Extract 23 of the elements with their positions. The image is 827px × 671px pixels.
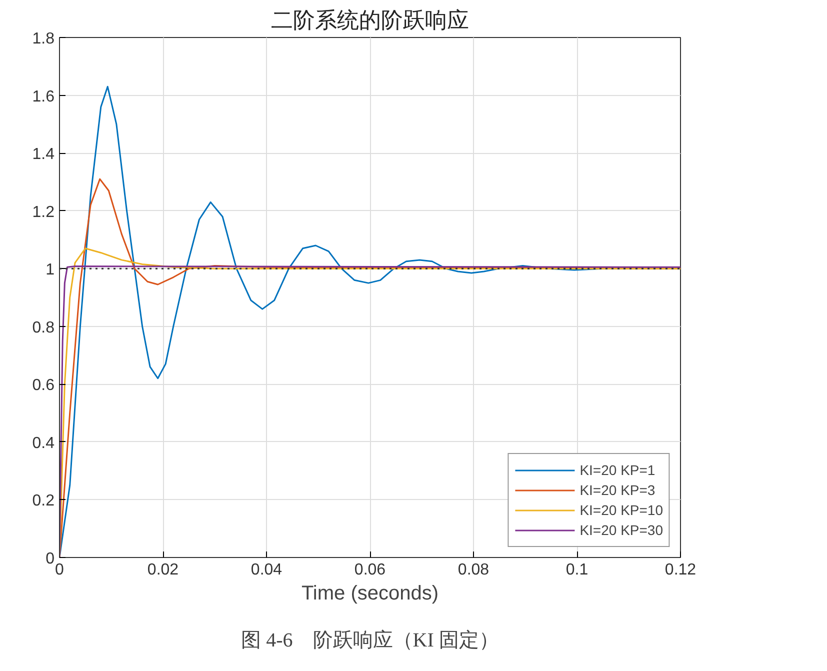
y-tick-label: 0 bbox=[46, 550, 55, 568]
y-tick-label: 1 bbox=[46, 262, 55, 279]
caption: 图 4-6 阶跃响应（KI 固定） bbox=[241, 630, 499, 652]
chart-title: 二阶系统的阶跃响应 bbox=[271, 8, 469, 32]
x-tick-label: 0.08 bbox=[458, 562, 490, 578]
x-tick-label: 0.06 bbox=[354, 562, 386, 578]
x-tick-label: 0.12 bbox=[664, 562, 696, 578]
y-tick-label: 1.4 bbox=[32, 146, 55, 164]
x-tick-label: 0.04 bbox=[250, 562, 282, 578]
x-tick-label: 0.02 bbox=[147, 562, 179, 578]
x-tick-label: 0.1 bbox=[566, 562, 588, 578]
x-axis-title: Time (seconds) bbox=[301, 582, 439, 604]
y-tick-label: 0.6 bbox=[32, 377, 55, 394]
legend-label: KI=20 KP=3 bbox=[580, 482, 656, 498]
y-tick-label: 0.2 bbox=[32, 492, 55, 510]
y-tick-label: 1.6 bbox=[32, 88, 55, 106]
y-tick-label: 1.8 bbox=[32, 30, 55, 48]
y-tick-label: 0.8 bbox=[32, 319, 55, 336]
y-tick-label: 0.4 bbox=[32, 434, 55, 452]
y-tick-label: 1.2 bbox=[32, 204, 55, 221]
legend-label: KI=20 KP=10 bbox=[580, 502, 663, 518]
legend-label: KI=20 KP=1 bbox=[580, 462, 656, 478]
legend-label: KI=20 KP=30 bbox=[580, 522, 663, 538]
